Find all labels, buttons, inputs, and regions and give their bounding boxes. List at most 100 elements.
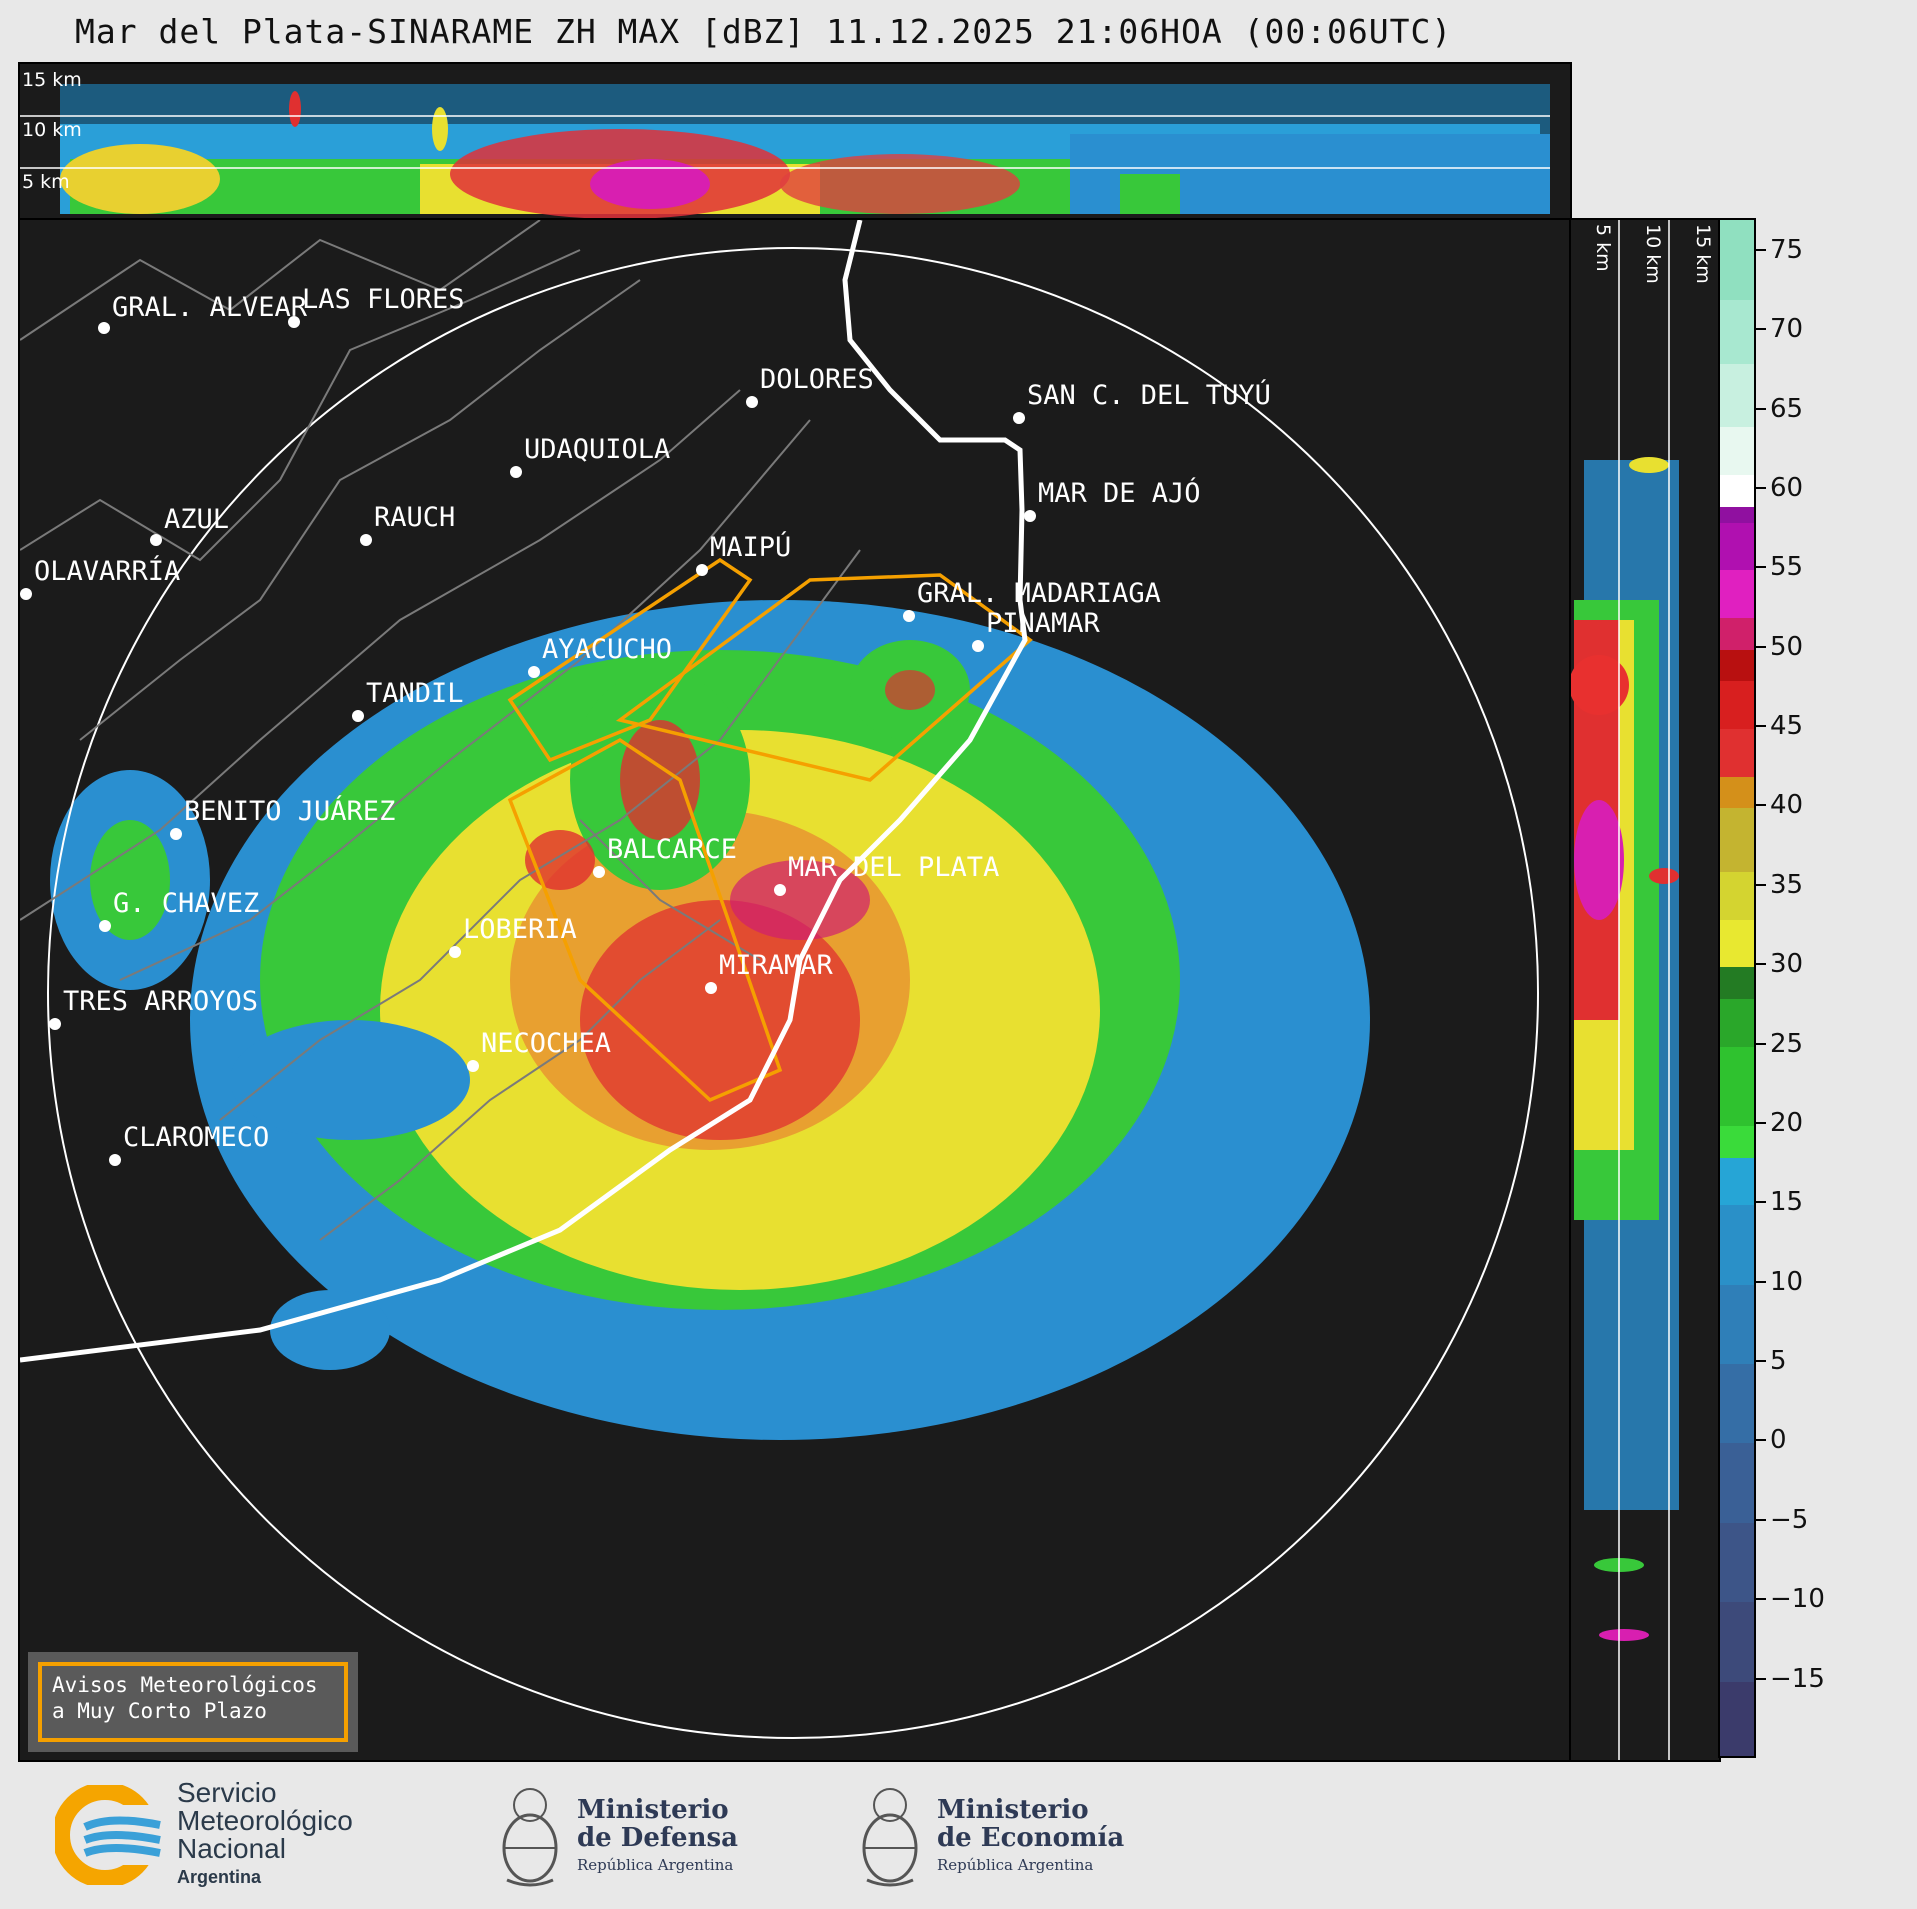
top-height-10km: 10 km <box>22 119 82 141</box>
city-marker-dolores <box>746 396 758 408</box>
city-marker-pinamar <box>972 640 984 652</box>
city-marker-udaquiola <box>510 466 522 478</box>
economia-line-1: Ministerio <box>937 1795 1089 1825</box>
top-height-5km: 5 km <box>22 171 70 193</box>
city-label-loberia: LOBERIA <box>463 914 577 945</box>
colorbar-segment <box>1720 1156 1754 1206</box>
colorbar-tick <box>1756 248 1766 251</box>
city-label-maipu: MAIPÚ <box>710 531 791 563</box>
colorbar-tick-label: 5 <box>1770 1346 1787 1377</box>
city-label-udaquiola: UDAQUIOLA <box>524 434 670 465</box>
colorbar-tick <box>1756 1360 1766 1363</box>
colorbar-segment <box>1720 505 1754 523</box>
economia-line-3: República Argentina <box>937 1856 1094 1874</box>
colorbar-tick <box>1756 1518 1766 1521</box>
defensa-line-3: República Argentina <box>577 1856 734 1874</box>
city-label-mar-de-ajo: MAR DE AJÓ <box>1038 477 1201 509</box>
side-height-10km: 10 km <box>1642 224 1664 284</box>
city-marker-g-chavez <box>99 920 111 932</box>
top-height-15km: 15 km <box>22 69 82 91</box>
city-marker-las-flores <box>288 316 300 328</box>
city-label-tandil: TANDIL <box>366 678 464 709</box>
colorbar-tick <box>1756 1598 1766 1601</box>
colorbar-tick-label: 60 <box>1770 472 1804 503</box>
colorbar-tick-label: 45 <box>1770 711 1804 742</box>
colorbar-tick <box>1756 1280 1766 1283</box>
city-marker-mar-del-plata <box>774 884 786 896</box>
top-echo-band <box>60 84 1550 218</box>
chart-title: Mar del Plata-SINARAME ZH MAX [dBZ] 11.1… <box>75 12 1453 51</box>
economia-logo: Ministerio de Economía República Argenti… <box>855 1775 1124 1895</box>
range-ring <box>47 247 1539 1739</box>
city-marker-rauch <box>360 534 372 546</box>
colorbar-tick-label: 75 <box>1770 234 1804 265</box>
colorbar-tick <box>1756 1439 1766 1442</box>
city-label-san-c-del-tuyu: SAN C. DEL TUYÚ <box>1027 379 1271 411</box>
smn-logo: Servicio Meteorológico Nacional Argentin… <box>55 1775 353 1895</box>
district-boundaries <box>20 220 861 1241</box>
smn-line-3: Nacional <box>177 1833 286 1864</box>
city-label-dolores: DOLORES <box>760 364 874 395</box>
colorbar-segment <box>1720 870 1754 920</box>
colorbar-tick-label: 10 <box>1770 1266 1804 1297</box>
colorbar-segment <box>1720 997 1754 1047</box>
colorbar-segment <box>1720 775 1754 809</box>
top-cross-section: 15 km 10 km 5 km <box>18 62 1572 220</box>
colorbar-tick-label: −5 <box>1770 1504 1809 1535</box>
colorbar-tick <box>1756 645 1766 648</box>
colorbar-segment <box>1720 1521 1754 1603</box>
city-label-mar-del-plata: MAR DEL PLATA <box>788 852 999 883</box>
side-cross-section: 5 km 10 km 15 km <box>1567 218 1721 1762</box>
city-marker-azul <box>150 534 162 546</box>
legend-line-2: a Muy Corto Plazo <box>52 1699 267 1723</box>
city-marker-gral-alvear <box>98 322 110 334</box>
colorbar-tick <box>1756 407 1766 410</box>
city-label-gral-alvear: GRAL. ALVEAR <box>112 292 308 323</box>
colorbar-segment <box>1720 220 1754 301</box>
colorbar-tick-label: 15 <box>1770 1187 1804 1218</box>
defensa-logo: Ministerio de Defensa República Argentin… <box>495 1775 738 1895</box>
colorbar-tick-label: 40 <box>1770 790 1804 821</box>
colorbar-segment <box>1720 648 1754 682</box>
colorbar-segment <box>1720 1680 1754 1756</box>
colorbar-segment <box>1720 1601 1754 1682</box>
colorbar-segment <box>1720 426 1754 476</box>
colorbar-segment <box>1720 1124 1754 1158</box>
city-marker-maipu <box>696 564 708 576</box>
colorbar-tick <box>1756 328 1766 331</box>
colorbar-tick <box>1756 1677 1766 1680</box>
city-label-g-chavez: G. CHAVEZ <box>113 888 259 919</box>
colorbar-segment <box>1720 299 1754 364</box>
colorbar-tick <box>1756 486 1766 489</box>
smn-line-4: Argentina <box>177 1867 262 1887</box>
colorbar-segment <box>1720 1283 1754 1365</box>
colorbar-tick-label: 20 <box>1770 1107 1804 1138</box>
economia-line-2: de Economía <box>937 1823 1125 1853</box>
colorbar-segment <box>1720 680 1754 730</box>
smn-emblem-icon <box>55 1785 165 1885</box>
city-marker-loberia <box>449 946 461 958</box>
city-label-claromeco: CLAROMECO <box>123 1122 269 1153</box>
colorbar-segment <box>1720 569 1754 618</box>
city-marker-tandil <box>352 710 364 722</box>
colorbar-segment <box>1720 1204 1754 1285</box>
colorbar-segment <box>1720 616 1754 650</box>
colorbar <box>1718 218 1756 1758</box>
colorbar-tick-label: 25 <box>1770 1028 1804 1059</box>
city-marker-gral-madariaga <box>903 610 915 622</box>
colorbar-tick-label: 70 <box>1770 314 1804 345</box>
city-label-necochea: NECOCHEA <box>481 1028 611 1059</box>
city-marker-necochea <box>467 1060 479 1072</box>
coastline <box>20 220 1028 1363</box>
smn-line-2: Meteorológico <box>177 1805 353 1836</box>
city-label-olavarria: OLAVARRÍA <box>34 555 180 587</box>
city-marker-benito-juarez <box>170 828 182 840</box>
radar-map: GRAL. ALVEAR LAS FLORES DOLORES SAN C. DEL … <box>18 218 1571 1762</box>
city-label-gral-madariaga: GRAL. MADARIAGA <box>917 578 1161 609</box>
colorbar-segment <box>1720 918 1754 968</box>
city-label-pinamar: PINAMAR <box>986 608 1101 639</box>
colorbar-segment <box>1720 474 1754 507</box>
city-marker-claromeco <box>109 1154 121 1166</box>
